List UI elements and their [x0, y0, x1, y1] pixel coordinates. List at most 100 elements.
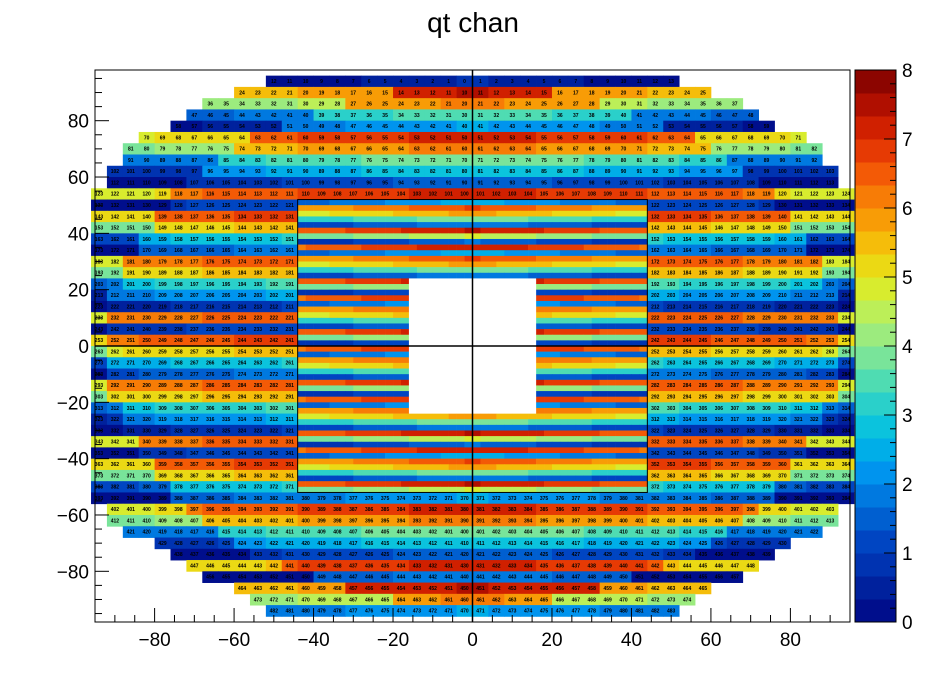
cell-value-label: 402	[810, 507, 819, 513]
heatmap-cell	[154, 199, 171, 212]
heatmap-inner-cell	[599, 244, 608, 251]
heatmap-inner-cell	[615, 199, 624, 206]
heatmap-cell	[249, 571, 267, 583]
cell-value-label: 224	[842, 304, 851, 310]
cell-value-label: 81	[637, 158, 643, 164]
heatmap-cell	[615, 177, 632, 189]
cell-value-label: 141	[286, 226, 295, 232]
cell-value-label: 130	[778, 203, 787, 209]
heatmap-inner-cell	[408, 419, 418, 426]
cell-value-label: 248	[746, 338, 755, 344]
heatmap-inner-cell	[297, 346, 306, 352]
heatmap-inner-cell	[607, 413, 616, 420]
cell-value-label: 431	[444, 563, 453, 569]
cell-value-label: 400	[301, 518, 310, 524]
cell-value-label: 398	[333, 518, 342, 524]
cell-value-label: 235	[699, 327, 708, 333]
heatmap-cell	[647, 368, 664, 381]
heatmap-inner-cell	[345, 323, 354, 330]
heatmap-cell	[790, 323, 807, 336]
heatmap-cell	[679, 222, 696, 234]
cell-value-label: 101	[635, 180, 644, 186]
cell-value-label: 359	[158, 462, 167, 468]
heatmap-cell	[377, 75, 394, 88]
heatmap-inner-cell	[528, 413, 537, 420]
cell-value-label: 9	[320, 79, 323, 85]
cell-value-label: 78	[176, 147, 182, 153]
heatmap-cell	[567, 98, 585, 110]
heatmap-cell	[234, 86, 251, 99]
cell-value-label: 390	[301, 507, 310, 513]
heatmap-inner-cell	[329, 346, 338, 352]
heatmap-cell	[122, 346, 140, 358]
heatmap-inner-cell	[297, 357, 306, 364]
heatmap-inner-cell	[393, 379, 402, 386]
heatmap-inner-cell	[456, 469, 465, 476]
heatmap-cell	[695, 143, 712, 155]
heatmap-inner-cell	[504, 436, 513, 443]
heatmap-inner-cell	[393, 255, 402, 262]
heatmap-cell	[91, 402, 108, 414]
cell-value-label: 448	[746, 563, 755, 569]
cell-value-label: 406	[365, 530, 374, 536]
cell-value-label: 334	[842, 428, 851, 434]
cell-value-label: 253	[667, 349, 676, 355]
heatmap-inner-cell	[432, 436, 442, 443]
heatmap-inner-cell	[575, 233, 585, 240]
heatmap-inner-cell	[393, 278, 402, 285]
heatmap-inner-cell	[559, 334, 569, 341]
heatmap-inner-cell	[400, 216, 410, 223]
cell-value-label: 17	[351, 90, 357, 96]
heatmap-cell	[647, 75, 664, 88]
heatmap-inner-cell	[559, 458, 569, 465]
heatmap-cell	[647, 391, 664, 403]
heatmap-inner-cell	[615, 222, 624, 229]
heatmap-inner-cell	[321, 486, 330, 493]
cell-value-label: 151	[127, 226, 136, 232]
cell-value-label: 362	[810, 462, 819, 468]
heatmap-inner-cell	[329, 407, 338, 414]
heatmap-cell	[424, 98, 442, 110]
cell-value-label: 273	[826, 361, 835, 367]
cell-value-label: 445	[540, 575, 549, 581]
heatmap-inner-cell	[623, 447, 632, 454]
heatmap-inner-cell	[385, 267, 394, 274]
heatmap-cell	[710, 379, 728, 392]
cell-value-label: 244	[238, 338, 247, 344]
heatmap-inner-cell	[536, 278, 545, 285]
cell-value-label: 412	[651, 530, 660, 536]
cell-value-label: 413	[254, 530, 263, 536]
heatmap-cell	[806, 177, 823, 189]
heatmap-cell	[91, 278, 108, 291]
cell-value-label: 4	[400, 79, 403, 85]
cell-value-label: 304	[683, 406, 692, 412]
heatmap-cell	[679, 154, 696, 167]
heatmap-inner-cell	[607, 419, 616, 426]
heatmap-inner-cell	[297, 210, 306, 217]
heatmap-cell	[297, 75, 314, 88]
heatmap-inner-cell	[385, 329, 394, 336]
cell-value-label: 152	[810, 226, 819, 232]
heatmap-inner-cell	[424, 255, 434, 262]
cell-value-label: 399	[317, 518, 326, 524]
cell-value-label: 71	[796, 135, 802, 141]
cell-value-label: 282	[111, 372, 120, 378]
cell-value-label: 392	[492, 518, 501, 524]
heatmap-cell	[647, 402, 664, 414]
heatmap-inner-cell	[329, 441, 338, 448]
heatmap-cell	[472, 537, 489, 550]
heatmap-inner-cell	[623, 205, 632, 212]
cell-value-label: 194	[842, 271, 851, 277]
heatmap-cell	[138, 481, 155, 493]
heatmap-inner-cell	[353, 453, 362, 459]
heatmap-inner-cell	[544, 424, 553, 431]
cell-value-label: 368	[746, 473, 755, 479]
cell-value-label: 411	[286, 530, 294, 536]
cell-value-label: 51	[478, 135, 484, 141]
cell-value-label: 244	[683, 338, 692, 344]
cell-value-label: 92	[653, 169, 659, 175]
heatmap-inner-cell	[369, 205, 378, 212]
heatmap-cell	[265, 199, 283, 212]
cell-value-label: 91	[128, 158, 134, 164]
cell-value-label: 427	[349, 552, 358, 558]
